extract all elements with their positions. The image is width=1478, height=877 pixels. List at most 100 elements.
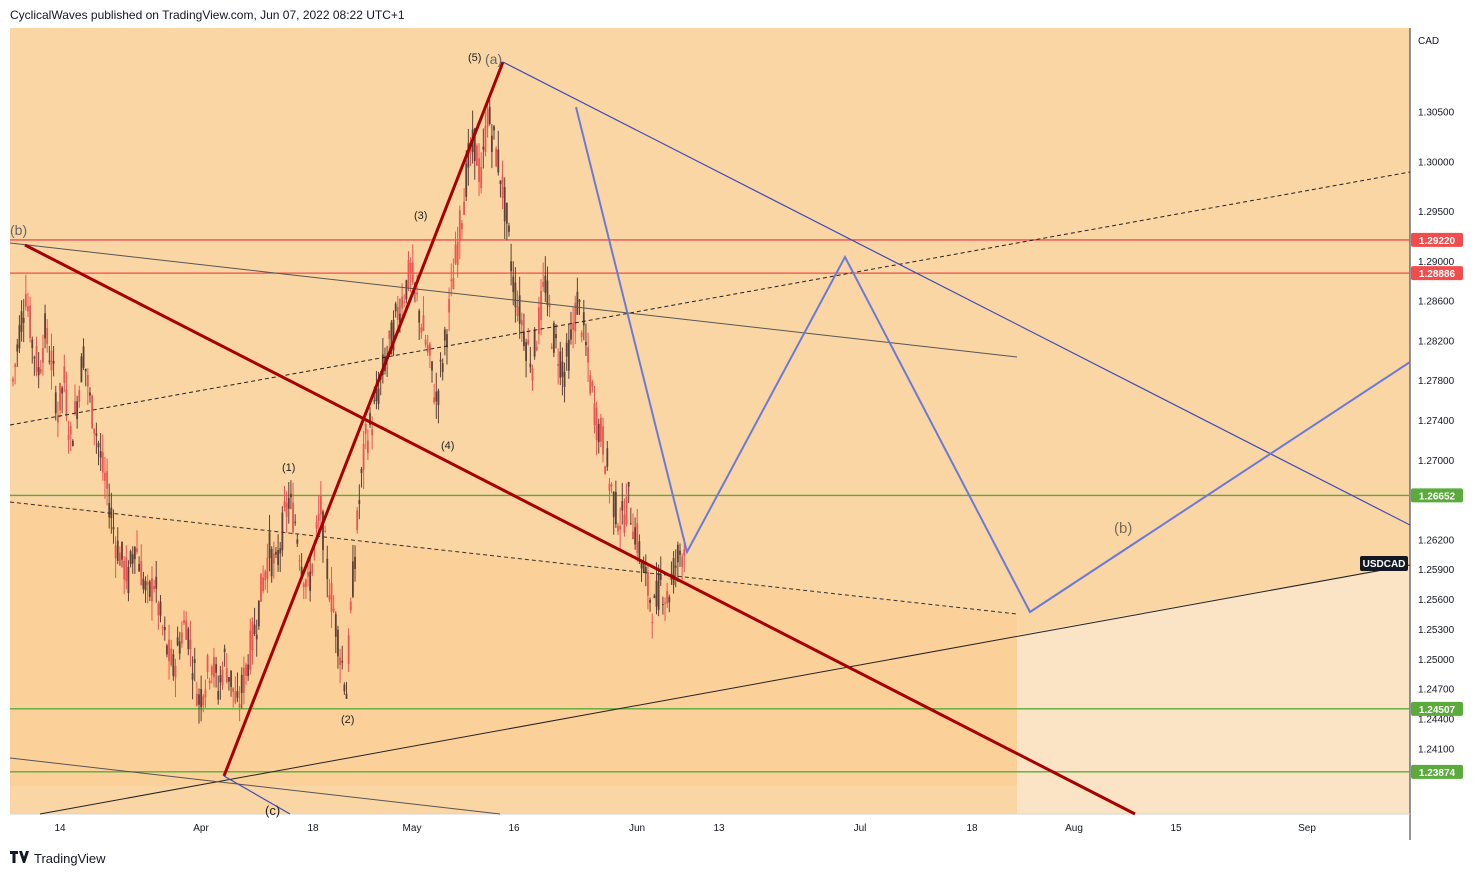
- candle-body: [183, 620, 185, 624]
- candle-body: [93, 428, 96, 434]
- price-level-tag-bg: [1411, 232, 1463, 247]
- blue-descending-line: [502, 61, 1411, 526]
- dashed-lower-channel: [9, 501, 1018, 615]
- candle-body: [232, 687, 235, 692]
- candle-body: [552, 322, 555, 353]
- candle-body: [362, 443, 365, 470]
- candle-body: [275, 551, 277, 555]
- candle-body: [198, 694, 200, 705]
- wave-label-4: (4): [441, 440, 454, 452]
- wave-label-5: (5): [468, 52, 481, 64]
- price-tick-label: 1.27000: [1418, 456, 1455, 467]
- candle-body: [14, 364, 17, 367]
- candle-body: [388, 330, 391, 339]
- candle-body: [63, 366, 66, 383]
- candle-body: [27, 306, 29, 312]
- candle-body: [91, 395, 93, 428]
- wave-label-2: (2): [341, 714, 354, 726]
- candle-body: [591, 381, 594, 387]
- candle-body: [84, 368, 87, 372]
- candle-body: [666, 591, 669, 604]
- candle-body: [548, 304, 551, 307]
- candle-body: [356, 510, 359, 530]
- candle-body: [251, 622, 254, 651]
- candle-body: [33, 357, 36, 359]
- candle-body: [657, 572, 660, 610]
- candle-body: [210, 666, 213, 676]
- candle-body: [35, 346, 38, 372]
- price-tick-label: 1.30500: [1418, 108, 1455, 119]
- candle-body: [48, 360, 51, 362]
- candle-body: [281, 512, 284, 551]
- candle-body: [602, 426, 604, 455]
- candle-body: [364, 423, 367, 434]
- time-tick-label: 16: [508, 823, 520, 834]
- dashed-upper-channel: [9, 171, 1411, 426]
- candle-body: [668, 596, 671, 603]
- price-tick-label: 1.27800: [1418, 376, 1455, 387]
- candle-body: [659, 573, 662, 580]
- price-tick-label: 1.24400: [1418, 714, 1455, 725]
- candle-body: [531, 367, 534, 381]
- time-axis[interactable]: 14 Apr 18 May 16 Jun 13 Jul 18 Aug 15 Sep: [54, 823, 1316, 834]
- candle-body: [501, 176, 504, 198]
- candle-body: [525, 342, 527, 361]
- candle-body: [54, 392, 57, 414]
- candle-body: [46, 327, 49, 344]
- candle-body: [185, 620, 188, 640]
- red-falling-trendline: [24, 243, 1136, 816]
- symbol-tag: USDCAD: [1360, 556, 1408, 571]
- price-tick-label: 1.29000: [1418, 257, 1455, 268]
- currency-label: CAD: [1418, 36, 1439, 47]
- candle-body: [307, 572, 309, 577]
- candle-body: [255, 634, 258, 640]
- candle-body: [439, 359, 442, 362]
- triangle-upper-line: [9, 242, 1018, 358]
- price-tick-label: 1.25600: [1418, 595, 1455, 606]
- candle-body: [672, 558, 675, 585]
- candle-body: [567, 339, 570, 371]
- price-tick-label: 1.25300: [1418, 625, 1455, 636]
- candle-body: [424, 339, 427, 345]
- candle-body: [44, 313, 46, 339]
- candle-body: [230, 670, 232, 687]
- candle-body: [574, 302, 577, 332]
- candle-body: [67, 434, 70, 440]
- candle-body: [557, 364, 560, 366]
- candle-body: [538, 307, 540, 334]
- candle-body: [555, 334, 557, 339]
- price-axis[interactable]: 1.30500 1.30000 1.29500 1.29000 1.28600 1.282…: [1418, 108, 1455, 756]
- candle-body: [76, 401, 79, 419]
- candle-body: [257, 600, 260, 627]
- candle-body: [112, 527, 115, 530]
- candle-body: [225, 668, 228, 683]
- candle-body: [155, 576, 158, 589]
- candle-body: [270, 548, 273, 577]
- price-level-tag-bg: [1411, 764, 1463, 779]
- candle-body: [180, 632, 183, 644]
- candle-body: [144, 580, 147, 591]
- candle-body: [621, 501, 624, 511]
- price-level-tag-label: 1.23874: [1419, 768, 1456, 779]
- candle-body: [520, 319, 523, 326]
- candle-body: [614, 491, 617, 525]
- candle-body: [42, 348, 44, 363]
- candle-body: [189, 639, 192, 650]
- candle-body: [580, 332, 583, 337]
- wave-label-b-forecast: (b): [1114, 520, 1132, 537]
- price-tick-label: 1.29500: [1418, 207, 1455, 218]
- candle-body: [608, 483, 611, 491]
- candle-body: [431, 361, 433, 371]
- candle-body: [200, 689, 203, 708]
- candle-body: [597, 423, 600, 443]
- candle-body: [324, 531, 327, 533]
- candle-body: [418, 310, 421, 323]
- footer: TradingView: [10, 851, 106, 866]
- candle-body: [550, 346, 553, 349]
- candle-body: [332, 608, 335, 612]
- candle-body: [157, 603, 160, 616]
- candle-body: [311, 564, 314, 574]
- candle-body: [610, 484, 613, 487]
- candle-body: [168, 639, 170, 662]
